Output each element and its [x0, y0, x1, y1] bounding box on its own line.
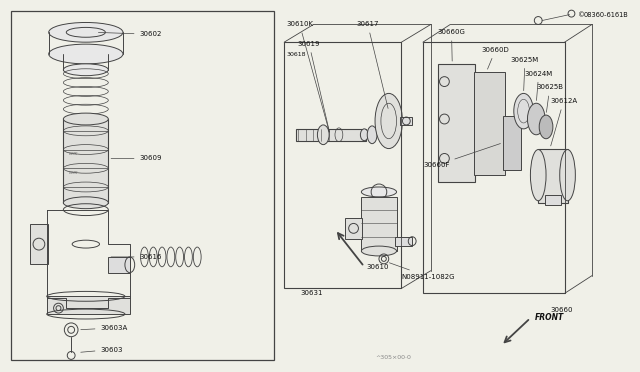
Ellipse shape [49, 22, 123, 42]
Text: NMK: NMK [69, 171, 79, 175]
Bar [296, 129, 366, 141]
Bar [108, 257, 130, 273]
Bar [438, 64, 475, 182]
Bar [538, 148, 568, 203]
Bar [11, 11, 275, 360]
Text: 30616: 30616 [111, 254, 162, 260]
Text: 30625B: 30625B [536, 84, 563, 112]
Bar [47, 296, 130, 314]
Bar [401, 117, 412, 125]
Ellipse shape [49, 44, 123, 64]
Text: NMK: NMK [69, 153, 79, 157]
Ellipse shape [362, 246, 397, 256]
Ellipse shape [531, 150, 546, 201]
Bar [362, 197, 397, 251]
Text: 30631: 30631 [301, 291, 323, 296]
Text: 30619: 30619 [298, 41, 330, 132]
Bar [503, 116, 521, 170]
Text: FRONT: FRONT [535, 314, 564, 323]
Text: 30617: 30617 [356, 22, 388, 109]
Bar [395, 237, 412, 246]
Ellipse shape [514, 93, 533, 129]
Ellipse shape [362, 187, 397, 197]
Text: 08360-6161B: 08360-6161B [583, 12, 628, 17]
Ellipse shape [63, 64, 108, 76]
Ellipse shape [317, 125, 329, 145]
Ellipse shape [367, 126, 377, 144]
Text: 30624M: 30624M [525, 71, 553, 100]
Bar [63, 119, 108, 203]
Text: 30610K: 30610K [286, 22, 330, 132]
Bar [30, 224, 48, 264]
Text: $\copyright$: $\copyright$ [577, 10, 586, 19]
Text: 30609: 30609 [111, 155, 162, 161]
Ellipse shape [527, 103, 545, 135]
Text: 30618: 30618 [286, 51, 306, 57]
Text: 30660D: 30660D [481, 47, 509, 69]
Ellipse shape [63, 197, 108, 209]
Ellipse shape [540, 115, 553, 139]
Ellipse shape [560, 150, 575, 201]
Text: 30660: 30660 [550, 307, 572, 313]
Ellipse shape [375, 93, 403, 148]
Bar [345, 218, 362, 239]
Text: 30660F: 30660F [423, 144, 500, 168]
Text: N08911-1082G: N08911-1082G [389, 263, 455, 280]
Bar [545, 195, 561, 205]
Bar [284, 42, 401, 288]
Text: 30602: 30602 [99, 31, 162, 37]
Text: 30603: 30603 [81, 347, 123, 353]
Text: 30610: 30610 [366, 264, 388, 270]
Text: 30603A: 30603A [81, 325, 128, 331]
Text: 30612A: 30612A [550, 98, 577, 146]
Text: ^305×00·0: ^305×00·0 [376, 355, 412, 360]
Bar [423, 42, 564, 294]
Ellipse shape [63, 113, 108, 125]
Ellipse shape [360, 129, 368, 141]
Text: 30660G: 30660G [438, 29, 465, 61]
Bar [474, 72, 505, 175]
Text: 30625M: 30625M [511, 57, 539, 91]
